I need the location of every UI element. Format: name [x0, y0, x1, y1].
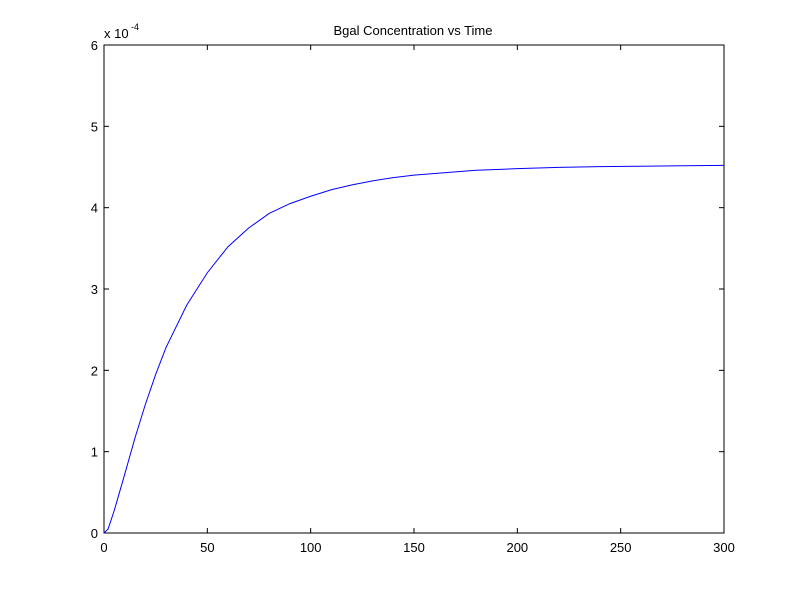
y-tick-labels: 0 1 2 3 4 5 6: [91, 38, 98, 541]
plot-area: [103, 44, 725, 534]
y-tick-label: 6: [91, 38, 98, 53]
x-tick-label: 100: [300, 540, 322, 555]
y-tick-label: 5: [91, 119, 98, 134]
y-multiplier-base: x 10: [104, 26, 129, 41]
series-line: [103, 164, 725, 534]
x-tick-label: 200: [506, 540, 528, 555]
y-multiplier: x 10 -4: [104, 22, 139, 41]
y-tick-label: 3: [91, 282, 98, 297]
y-multiplier-exponent: -4: [131, 22, 139, 32]
x-tick-label: 150: [403, 540, 425, 555]
series-layer: [103, 164, 725, 534]
y-tick-label: 1: [91, 445, 98, 460]
y-tick-label: 4: [91, 201, 98, 216]
x-tick-labels: 0 50 100 150 200 250 300: [100, 540, 734, 555]
x-tick-label: 250: [610, 540, 632, 555]
y-tick-label: 2: [91, 363, 98, 378]
y-tick-label: 0: [91, 526, 98, 541]
x-tick-label: 300: [713, 540, 735, 555]
ticks-layer: [103, 44, 725, 534]
x-tick-label: 0: [100, 540, 107, 555]
chart-title: Bgal Concentration vs Time: [334, 23, 493, 38]
x-tick-label: 50: [200, 540, 214, 555]
